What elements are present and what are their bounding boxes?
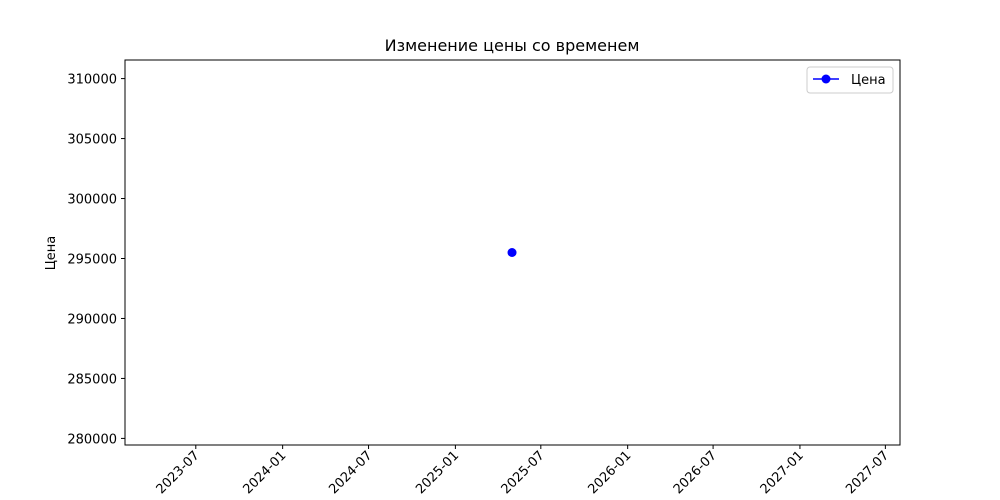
legend-box: [806, 66, 894, 94]
x-tick-label: 2026-07: [671, 448, 720, 497]
y-tick-label: 305000: [67, 133, 117, 148]
y-tick-label: 290000: [67, 312, 117, 327]
y-axis-ticks: 280000 285000 290000 295000 300000 305000 3100…: [67, 73, 125, 447]
x-tick-label: 2023-07: [154, 448, 203, 497]
x-tick-label: 2024-07: [326, 448, 375, 497]
legend-entry-price: Цена: [851, 73, 886, 88]
x-tick-label: 2026-01: [585, 448, 634, 497]
y-tick-label: 280000: [67, 432, 117, 447]
x-tick-label: 2024-01: [240, 448, 289, 497]
x-axis-ticks: 2023-07 2024-01 2024-07 2025-01 2025-07 2026-…: [154, 445, 892, 497]
y-axis-label: Цена: [44, 236, 59, 271]
legend: Цена: [806, 66, 894, 94]
plot-frame: [124, 59, 901, 446]
y-tick-label: 300000: [67, 193, 117, 208]
data-point: [507, 248, 517, 257]
chart-title: Изменение цены со временем: [385, 36, 640, 55]
x-tick-label: 2025-01: [413, 448, 462, 497]
x-tick-label: 2027-07: [843, 448, 892, 497]
series-layer: [507, 248, 517, 257]
x-tick-label: 2027-01: [758, 448, 807, 497]
y-tick-label: 285000: [67, 372, 117, 387]
y-tick-label: 310000: [67, 73, 117, 88]
y-tick-label: 295000: [67, 252, 117, 267]
legend-marker-icon: [821, 74, 831, 84]
x-tick-label: 2025-07: [499, 448, 548, 497]
